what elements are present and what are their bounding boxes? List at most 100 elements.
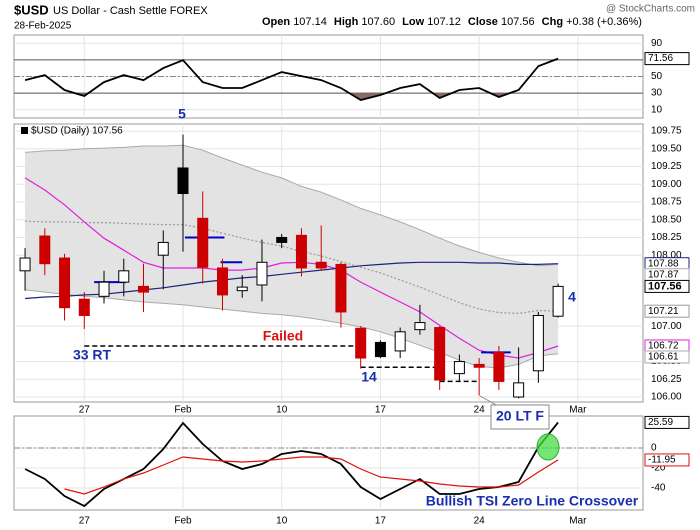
candle-body bbox=[177, 167, 189, 195]
x-tick-label: 17 bbox=[375, 516, 387, 527]
y-tick-label: 107.00 bbox=[651, 321, 682, 332]
overlay-line bbox=[25, 261, 559, 300]
x-tick-label: 27 bbox=[79, 405, 91, 416]
candle-body bbox=[276, 236, 288, 243]
q-label: High bbox=[334, 16, 359, 28]
date: 28-Feb-2025 bbox=[14, 21, 72, 32]
quote: Open 107.14 High 107.60 Low 107.12 Close… bbox=[262, 16, 642, 28]
value-box-label: 107.87 bbox=[648, 269, 679, 280]
value-box bbox=[644, 52, 690, 66]
x-tick-label: 24 bbox=[474, 516, 486, 527]
symbol: $USD bbox=[14, 2, 49, 17]
annotation: Failed bbox=[263, 328, 303, 344]
candle-body bbox=[19, 257, 31, 272]
candle-body bbox=[513, 382, 525, 398]
value-box-label: 106.61 bbox=[648, 352, 679, 363]
y-tick-label: 10 bbox=[651, 104, 663, 115]
symbol-name: US Dollar - Cash Settle FOREX bbox=[53, 5, 208, 17]
candle-body bbox=[118, 270, 130, 283]
x-tick-label: Feb bbox=[174, 516, 192, 527]
credit: @ StockCharts.com bbox=[606, 4, 695, 15]
x-tick-label: 10 bbox=[276, 516, 288, 527]
candle-body bbox=[414, 322, 426, 331]
q-value: +0.38 (+0.36%) bbox=[566, 16, 642, 28]
callout-pointer bbox=[479, 395, 499, 407]
candle-body bbox=[315, 261, 327, 269]
candle-body bbox=[39, 235, 51, 265]
candle-body bbox=[473, 363, 485, 368]
candle-body bbox=[552, 285, 564, 317]
value-box-label: 107.88 bbox=[648, 258, 679, 269]
y-tick-label: 50 bbox=[651, 71, 663, 82]
y-tick-label: 108.00 bbox=[651, 250, 682, 261]
y-tick-label: 109.25 bbox=[651, 161, 682, 172]
x-tick-label: Mar bbox=[569, 516, 587, 527]
highlight bbox=[536, 433, 560, 461]
q-label: Close bbox=[468, 16, 498, 28]
y-tick-label: 0 bbox=[651, 443, 657, 454]
y-tick-label: 109.50 bbox=[651, 143, 682, 154]
annotation: 4 bbox=[568, 289, 576, 305]
q-value: 107.60 bbox=[361, 16, 395, 28]
candle-body bbox=[295, 234, 307, 269]
candle-body bbox=[157, 241, 169, 256]
annotation: Bullish TSI Zero Line Crossover bbox=[426, 493, 639, 509]
y-tick-label: 108.75 bbox=[651, 197, 682, 208]
y-tick-label: 109.00 bbox=[651, 179, 682, 190]
indicator-line bbox=[24, 57, 559, 101]
indicator-line bbox=[64, 456, 559, 495]
band-fill bbox=[25, 145, 559, 368]
candle-body bbox=[434, 327, 446, 381]
value-box-label: 107.56 bbox=[648, 280, 682, 292]
value-box bbox=[644, 453, 690, 467]
candle-body bbox=[335, 263, 347, 313]
callout-box bbox=[490, 404, 550, 430]
y-tick-label: 106.00 bbox=[651, 392, 682, 403]
value-box bbox=[644, 279, 690, 293]
y-tick-label: 108.50 bbox=[651, 214, 682, 225]
q-label: Open bbox=[262, 16, 290, 28]
candle-body bbox=[374, 341, 386, 358]
legend-swatch bbox=[21, 127, 28, 134]
panel bbox=[13, 415, 644, 511]
x-tick-label: 17 bbox=[375, 405, 387, 416]
candle-body bbox=[138, 285, 150, 293]
overlay-line bbox=[25, 220, 559, 315]
overlay-line bbox=[24, 177, 559, 359]
indicator-line bbox=[24, 421, 559, 508]
x-tick-label: 24 bbox=[474, 405, 486, 416]
overlay-line bbox=[25, 144, 559, 267]
value-box-label: 107.21 bbox=[648, 306, 679, 317]
candle-body bbox=[394, 331, 406, 352]
q-value: 107.14 bbox=[293, 16, 327, 28]
legend: $USD (Daily) 107.56 bbox=[31, 126, 123, 137]
candle-body bbox=[59, 257, 71, 309]
value-box bbox=[644, 350, 690, 364]
q-value: 107.12 bbox=[427, 16, 461, 28]
candle-body bbox=[453, 361, 465, 375]
value-box-label: 71.56 bbox=[648, 53, 673, 64]
candle-body bbox=[493, 351, 505, 382]
annotation: 14 bbox=[361, 369, 377, 385]
annotation: 20 LT F bbox=[496, 408, 544, 424]
y-tick-label: 106.25 bbox=[651, 374, 682, 385]
x-tick-label: 10 bbox=[276, 405, 288, 416]
overlay-line bbox=[25, 289, 559, 369]
value-box-label: 106.72 bbox=[648, 341, 679, 352]
y-tick-label: 109.75 bbox=[651, 126, 682, 137]
candle-body bbox=[532, 314, 544, 372]
value-box-label: 25.59 bbox=[648, 417, 673, 428]
y-tick-label: 30 bbox=[651, 88, 663, 99]
candle-body bbox=[355, 327, 367, 359]
annotation: 33 RT bbox=[73, 347, 112, 363]
q-label: Chg bbox=[542, 16, 563, 28]
candle-body bbox=[78, 298, 90, 316]
candle-body bbox=[197, 217, 209, 268]
plot-layer bbox=[13, 34, 644, 511]
candle-body bbox=[216, 267, 228, 296]
annotation: 5 bbox=[178, 106, 186, 122]
x-tick-label: Feb bbox=[174, 405, 192, 416]
candle-body bbox=[236, 286, 248, 292]
candle-body bbox=[256, 261, 268, 286]
y-tick-label: 108.25 bbox=[651, 232, 682, 243]
